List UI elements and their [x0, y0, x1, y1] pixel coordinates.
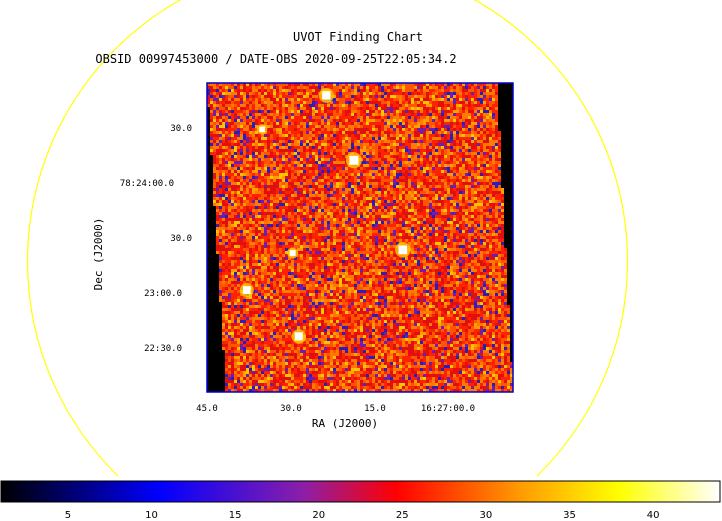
x-axis-label: RA (J2000)	[312, 417, 378, 430]
x-tick-labels: 45.0 30.0 15.0 16:27:00.0	[196, 404, 475, 414]
y-axis-label: Dec (J2000)	[92, 218, 105, 291]
colorbar-gradient	[0, 480, 721, 503]
colorbar-tick-label: 35	[563, 510, 576, 521]
x-tick-label: 45.0	[196, 404, 218, 414]
colorbar-tick-label: 5	[65, 510, 71, 521]
colorbar: 5 10 15 20 25 30 35 40	[0, 480, 721, 521]
image-panel	[206, 82, 514, 393]
colorbar-ticks: 5 10 15 20 25 30 35 40	[65, 510, 660, 521]
source-core	[322, 91, 331, 100]
sky-image-pixels	[207, 83, 513, 392]
source-core	[289, 249, 296, 256]
source-core	[398, 245, 408, 255]
chart-title: UVOT Finding Chart	[293, 30, 423, 44]
image-frame	[206, 82, 514, 393]
source-core	[242, 286, 251, 294]
source-core	[294, 332, 303, 341]
y-tick-labels: 30.0 78:24:00.0 30.0 23:00.0 22:30.0	[120, 124, 192, 354]
chart-subtitle: OBSID 00997453000 / DATE-OBS 2020-09-25T…	[95, 52, 456, 66]
source-core	[349, 155, 359, 165]
source-core	[259, 126, 265, 133]
x-tick-label: 15.0	[364, 404, 386, 414]
colorbar-tick-label: 40	[647, 510, 660, 521]
fov-circle	[26, 0, 629, 477]
y-tick-label: 78:24:00.0	[120, 179, 174, 189]
colorbar-tick-label: 20	[312, 510, 325, 521]
y-tick-label: 30.0	[170, 124, 192, 134]
y-tick-label: 22:30.0	[144, 344, 182, 354]
x-tick-label: 30.0	[280, 404, 302, 414]
y-tick-label: 23:00.0	[144, 289, 182, 299]
y-tick-label: 30.0	[170, 234, 192, 244]
colorbar-tick-label: 10	[145, 510, 158, 521]
colorbar-tick-label: 15	[229, 510, 242, 521]
colorbar-tick-label: 25	[396, 510, 409, 521]
colorbar-tick-label: 30	[480, 510, 493, 521]
x-tick-label: 16:27:00.0	[421, 404, 475, 414]
